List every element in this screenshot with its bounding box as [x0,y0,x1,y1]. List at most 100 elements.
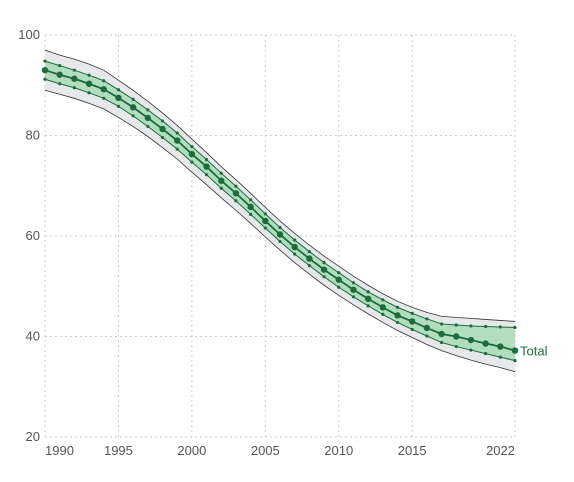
inner-lower-point [498,355,502,359]
inner-lower-point [249,212,253,216]
inner-upper-point [513,325,517,330]
data-point [144,114,152,122]
data-point [159,125,166,133]
data-point [482,340,489,347]
inner-lower-point [131,114,135,118]
inner-upper-point [190,144,194,149]
inner-lower-point [160,135,165,140]
inner-upper-point [395,305,400,309]
y-tick-label: 100 [18,27,40,42]
data-point [56,71,63,78]
x-tick-label: 2015 [398,443,427,458]
inner-upper-point [87,73,91,77]
inner-lower-point [43,77,47,81]
inner-lower-point [278,239,282,244]
outer-band-lower-line [44,89,516,373]
data-point [379,304,387,311]
inner-upper-point [498,325,502,329]
inner-upper-point [322,261,326,265]
inner-upper-point [146,108,150,112]
inner-lower-point [204,173,209,177]
inner-lower-point [454,344,458,349]
data-point [438,330,445,338]
data-point [115,94,122,102]
data-point [335,276,342,283]
axis-labels: 20 40 60 80 100 1990 1995 2000 2005 2010 2015 2022 [18,27,515,458]
data-point [394,312,401,319]
inner-upper-point [484,324,488,329]
data-point [453,333,460,340]
inner-upper-point [131,97,135,101]
inner-lower-point [219,186,223,190]
data-point [497,343,504,350]
inner-lower-point [116,104,121,108]
inner-lower-point [395,320,400,325]
y-tick-label: 60 [26,228,40,243]
inner-upper-point [263,212,267,216]
data-point [423,324,431,332]
data-point [320,266,328,273]
data-point [350,286,357,293]
outer-band-upper-line [44,49,516,322]
inner-lower-point [72,86,76,90]
inner-lower-point [322,275,326,279]
data-point [173,137,181,144]
inner-lower-point [263,226,267,230]
confidence-bands [43,49,517,373]
inner-lower-point [351,295,356,299]
data-point [100,86,107,93]
series-lines: Total [41,66,548,359]
inner-upper-point [278,225,282,230]
y-tick-label: 80 [26,128,40,143]
data-point [41,66,49,74]
x-tick-label: 2000 [177,443,206,458]
inner-lower-point [366,304,370,308]
inner-upper-point [58,64,62,68]
data-point [306,255,313,262]
inner-lower-point [102,96,106,100]
x-tick-label: 2005 [251,443,280,458]
inner-upper-point [351,281,356,285]
inner-lower-point [234,199,238,203]
data-point [218,177,225,184]
inner-upper-point [410,311,414,315]
inner-upper-point [234,184,238,188]
x-tick-label: 1995 [104,443,133,458]
inner-upper-point [43,59,47,63]
inner-lower-point [469,348,473,352]
inner-upper-point [72,68,76,72]
inner-upper-point [219,171,223,175]
inner-lower-point [484,351,488,356]
inner-lower-point [307,264,311,268]
inner-lower-point [293,252,297,256]
data-point [232,190,240,197]
data-point [291,243,298,251]
inner-upper-point [469,324,473,328]
inner-lower-point [146,124,150,129]
data-point [364,295,372,303]
inner-lower-point [410,327,414,332]
inner-upper-point [116,88,121,92]
x-tick-label: 2010 [324,443,353,458]
inner-lower-point [439,340,444,345]
data-point [276,231,284,238]
inner-upper-point [337,271,341,275]
inner-upper-point [160,119,165,123]
data-point [129,104,137,111]
x-tick-label: 2022 [486,443,515,458]
inner-lower-point [58,82,62,86]
data-point [262,217,269,225]
inner-upper-point [381,298,385,302]
data-point [408,318,416,325]
inner-lower-point [337,285,341,289]
data-point [188,150,196,158]
data-point [247,203,254,211]
inner-lower-point [425,334,429,338]
inner-upper-point [102,79,106,83]
inner-upper-point [293,238,297,242]
inner-upper-point [439,322,444,326]
inner-lower-point [87,91,91,95]
data-point [203,163,210,170]
x-tick-label: 1990 [45,443,74,458]
inner-upper-point [204,158,209,162]
